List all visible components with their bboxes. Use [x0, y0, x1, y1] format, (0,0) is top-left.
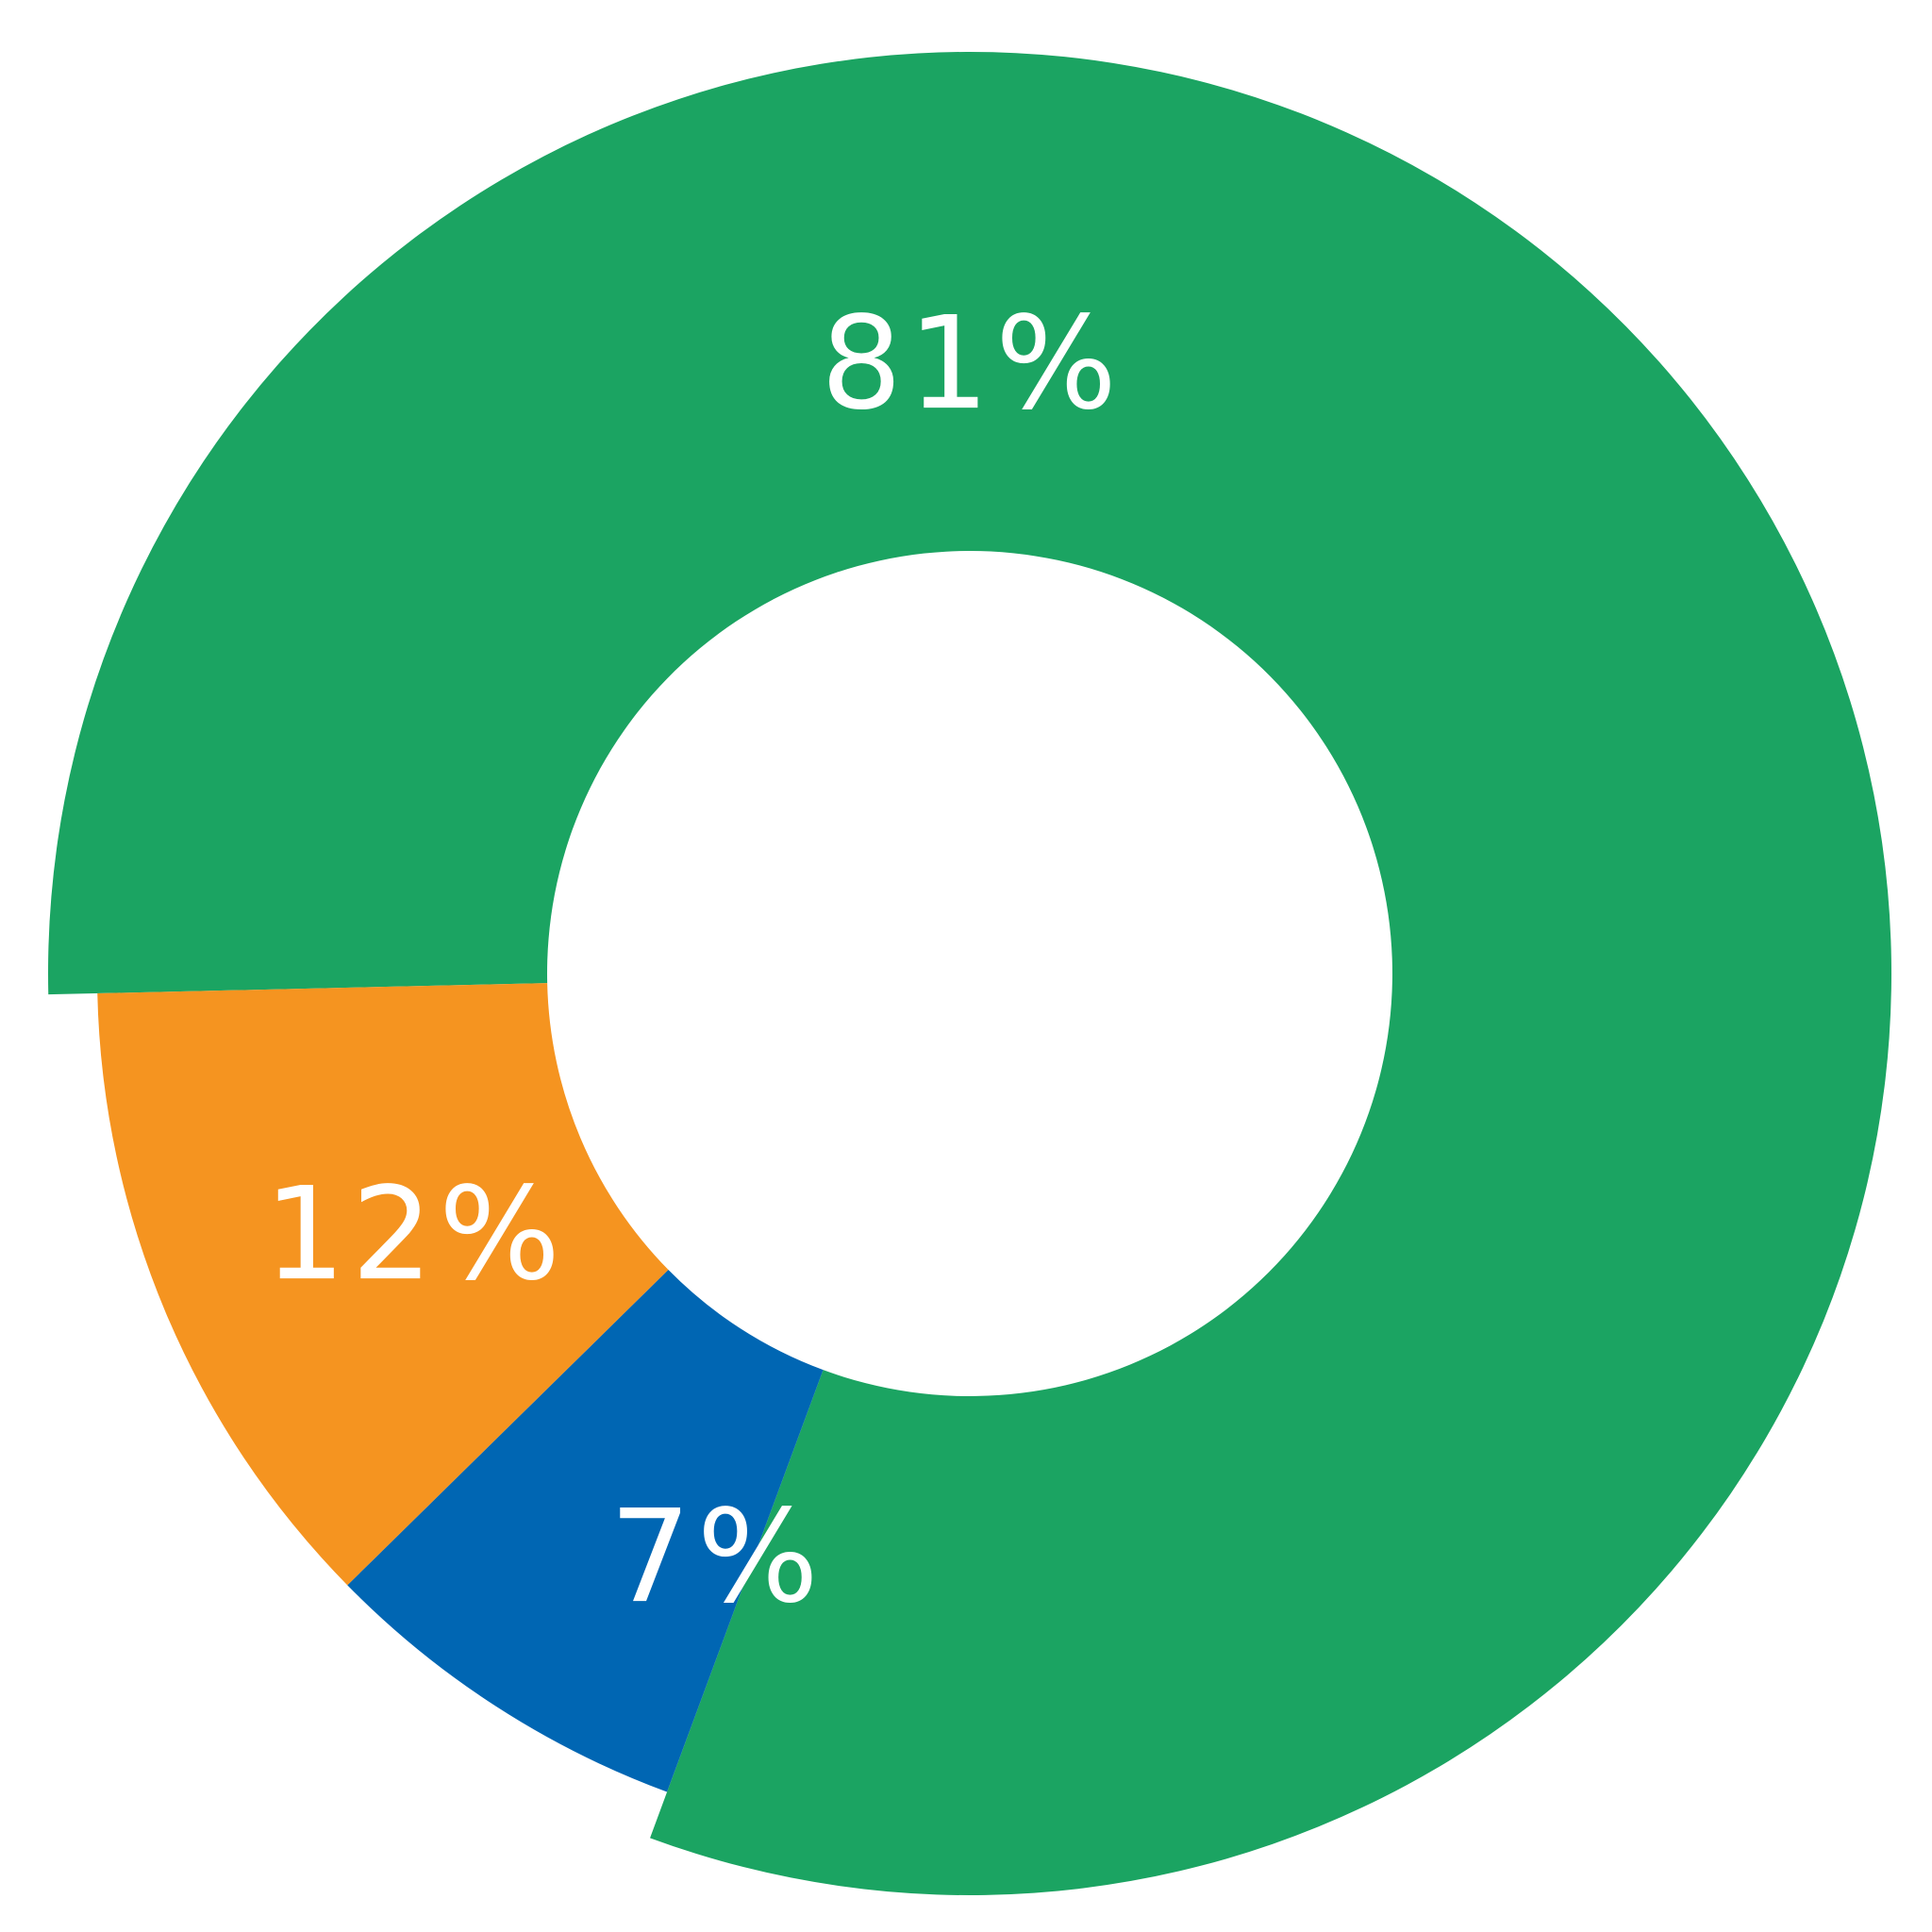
data-label: 81%	[821, 290, 1123, 439]
data-label: 12%	[264, 1160, 566, 1309]
donut-slice	[347, 1270, 824, 1792]
donut-slice	[48, 51, 1891, 1895]
data-label: 7%	[609, 1483, 824, 1632]
donut-slice	[97, 983, 669, 1586]
